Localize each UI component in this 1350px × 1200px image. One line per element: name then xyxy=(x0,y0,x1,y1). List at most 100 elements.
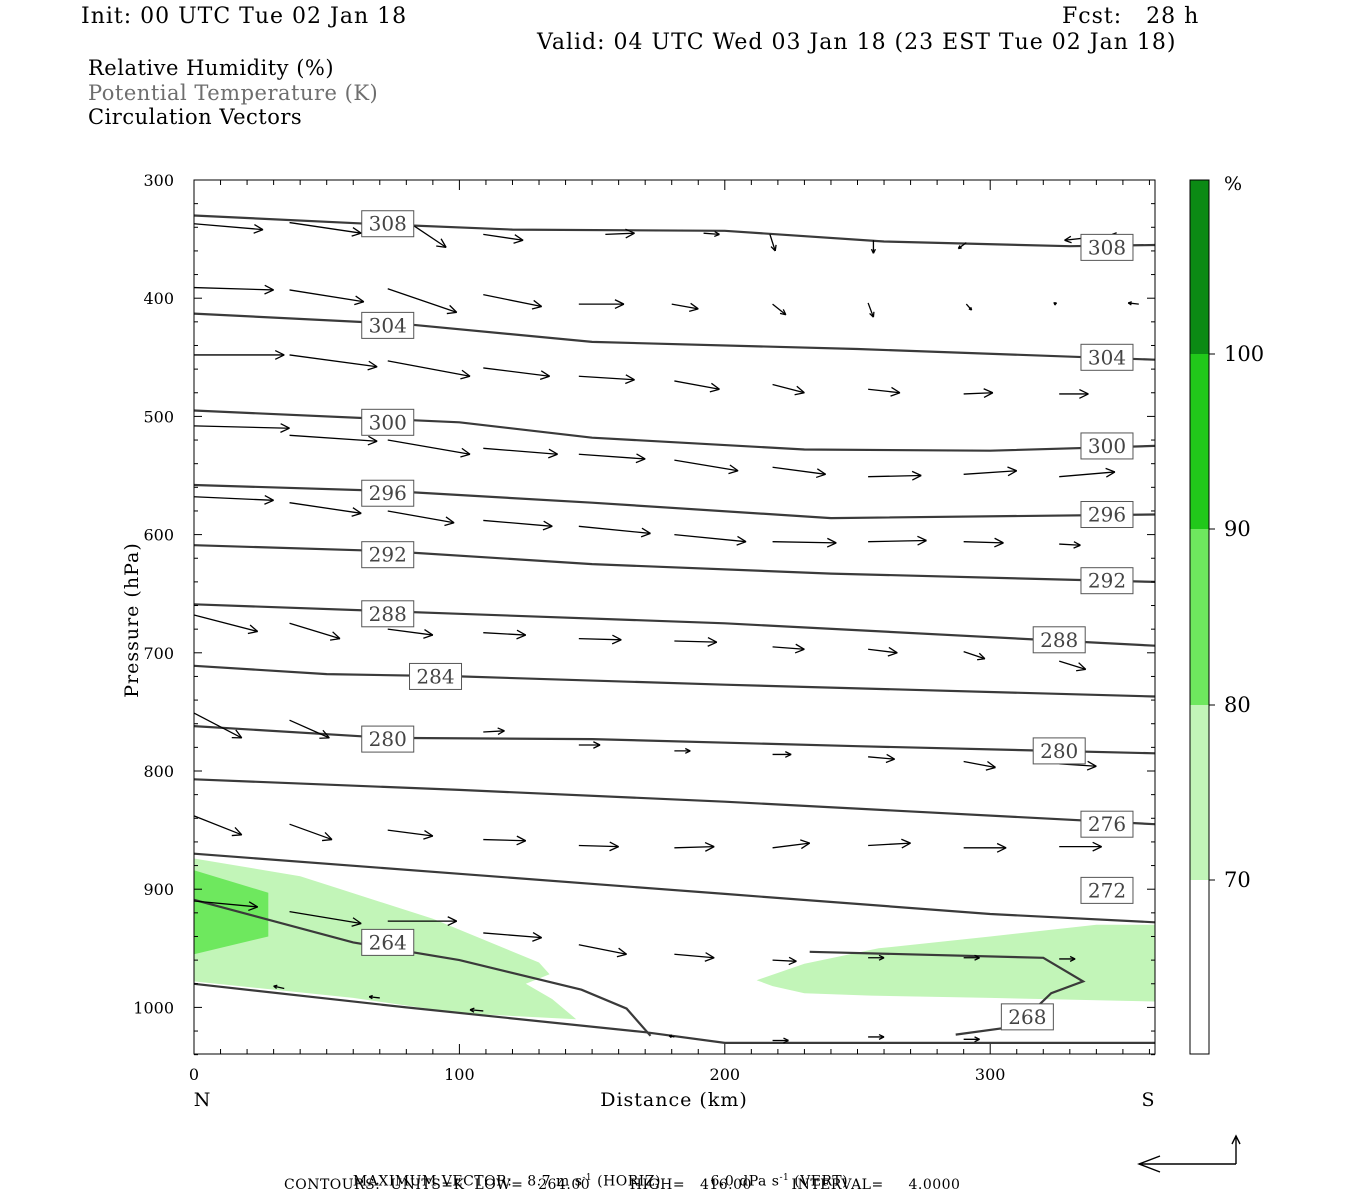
theta-contour-276 xyxy=(193,778,1155,826)
max-vector-vert-suffix: (VERT) xyxy=(789,1173,849,1190)
circulation-vector xyxy=(769,234,777,252)
colorbar-segment xyxy=(1190,180,1209,354)
circulation-vector xyxy=(289,719,330,739)
circulation-vector xyxy=(289,221,362,237)
circulation-vector xyxy=(772,383,805,396)
contour-label-284: 284 xyxy=(409,662,463,690)
circulation-vector xyxy=(578,944,627,958)
circulation-vector xyxy=(1053,302,1058,306)
circulation-vector xyxy=(674,459,739,475)
circulation-vector xyxy=(273,984,285,990)
circulation-vector xyxy=(193,900,259,912)
y-axis-label: Pressure (hPa) xyxy=(121,542,143,698)
contour-label-276: 276 xyxy=(1080,810,1134,838)
circulation-vector xyxy=(578,841,619,852)
circulation-vector xyxy=(868,386,901,397)
circulation-vector xyxy=(578,741,601,749)
circulation-vector xyxy=(578,634,622,645)
circulation-vector xyxy=(963,954,980,961)
circulation-vector xyxy=(483,367,550,381)
plot-frame xyxy=(193,179,1156,1055)
theta-contour-300 xyxy=(193,409,1155,452)
init-time: Init: 00 UTC Tue 02 Jan 18 xyxy=(81,4,408,29)
circulation-vector xyxy=(387,510,455,527)
circulation-vector xyxy=(578,453,646,464)
axes-layer: 300 400 500 600 700 800 900 1000 0 100 200 300 xyxy=(133,171,1155,1084)
circulation-vector xyxy=(413,225,447,249)
circulation-vector xyxy=(963,466,1018,477)
circulation-vector xyxy=(772,537,837,548)
y-tick-label: 300 xyxy=(143,171,174,190)
svg-text:292: 292 xyxy=(1088,569,1126,593)
circulation-vector xyxy=(289,622,341,641)
circulation-vector-layer xyxy=(193,221,1139,1044)
circulation-vector xyxy=(387,439,471,458)
legend-potential-temperature: Potential Temperature (K) xyxy=(88,81,379,105)
circulation-vector xyxy=(483,835,527,846)
circulation-vector xyxy=(772,1037,789,1044)
colorbar-unit: % xyxy=(1224,173,1242,195)
circulation-vector xyxy=(193,423,290,433)
circulation-vector xyxy=(387,288,458,315)
circulation-vector xyxy=(483,233,524,244)
circulation-vector xyxy=(193,495,274,505)
svg-text:300: 300 xyxy=(369,410,407,434)
contour-label-288: 288 xyxy=(1032,626,1086,654)
circulation-vector xyxy=(578,525,651,538)
svg-text:264: 264 xyxy=(369,930,407,954)
y-tick-label: 1000 xyxy=(133,998,174,1017)
theta-contour-292 xyxy=(193,544,1155,583)
max-vector-line: MAXIMUM VECTOR: 8.7 m s-1 (HORIZ) 6.0 dP… xyxy=(343,1157,848,1190)
circulation-vector xyxy=(1059,389,1089,399)
svg-text:284: 284 xyxy=(416,664,454,688)
circulation-vector xyxy=(387,829,434,840)
circulation-vector xyxy=(868,838,911,849)
circulation-vector xyxy=(772,643,805,654)
circulation-vector xyxy=(674,747,691,754)
circulation-vector xyxy=(469,1007,484,1013)
theta-contour-264 xyxy=(193,898,652,1037)
circulation-vector xyxy=(674,636,718,647)
colorbar-segment xyxy=(1190,880,1209,1054)
theta-contour-272 xyxy=(193,852,1155,924)
max-vector-horiz-suffix: (HORIZ) xyxy=(592,1173,662,1190)
colorbar: % 70 80 90 100 xyxy=(1189,173,1264,1055)
max-vector-vert: 6.0 dPa s xyxy=(710,1173,780,1190)
circulation-vector xyxy=(193,614,259,635)
svg-text:272: 272 xyxy=(1088,878,1126,902)
x-axis-label: Distance (km) xyxy=(600,1089,748,1111)
contour-label-280: 280 xyxy=(361,725,415,753)
y-tick-label: 400 xyxy=(143,289,174,308)
legend-circulation-vectors: Circulation Vectors xyxy=(88,105,303,129)
max-vector-horiz-exp: -1 xyxy=(582,1173,593,1183)
circulation-vector xyxy=(483,629,527,640)
circulation-vector xyxy=(1059,955,1076,962)
circulation-vector xyxy=(483,294,543,310)
theta-contour-284 xyxy=(193,664,1155,698)
contour-label-300: 300 xyxy=(1080,432,1134,460)
forecast-hour: Fcst: 28 h xyxy=(1062,4,1200,29)
colorbar-label: 70 xyxy=(1224,868,1251,892)
circulation-vector xyxy=(963,760,996,771)
colorbar-segment xyxy=(1190,705,1209,880)
circulation-vector xyxy=(772,466,827,479)
circulation-vector xyxy=(772,956,797,966)
svg-text:288: 288 xyxy=(1040,628,1078,652)
circulation-vector xyxy=(605,228,635,239)
svg-text:304: 304 xyxy=(1088,345,1126,369)
circulation-vector xyxy=(193,223,264,234)
circulation-vector xyxy=(483,727,505,735)
contour-label-292: 292 xyxy=(1080,567,1134,595)
svg-text:292: 292 xyxy=(369,543,407,567)
rh-region-80-90-2 xyxy=(194,870,269,955)
circulation-vector xyxy=(483,519,553,531)
y-tick-label: 600 xyxy=(143,526,174,545)
circulation-vector xyxy=(868,470,922,481)
circulation-vector xyxy=(963,388,994,399)
rh-region-70-80-1 xyxy=(756,924,1155,1002)
circulation-vector xyxy=(674,380,720,393)
circulation-vector xyxy=(1059,467,1116,478)
colorbar-label: 90 xyxy=(1224,517,1251,541)
contour-label-288: 288 xyxy=(361,600,415,628)
y-tick-label: 700 xyxy=(143,644,174,663)
